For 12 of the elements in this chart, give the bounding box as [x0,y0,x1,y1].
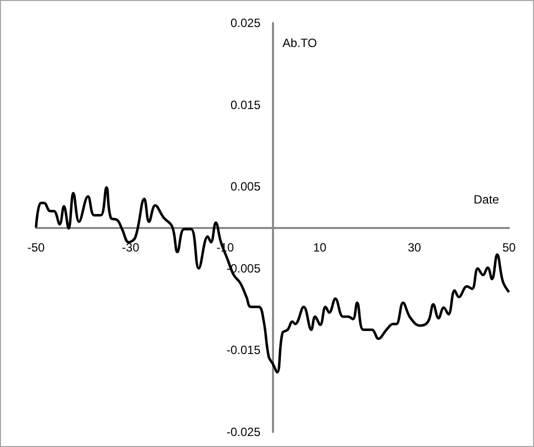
y-tick-label: 0.025 [230,16,261,30]
y-axis-title: Ab.TO [282,36,317,50]
y-tick-label: -0.025 [226,425,261,439]
y-tick-label: 0.015 [230,98,261,112]
x-tick-label: -30 [122,240,140,254]
x-tick-label: 10 [313,240,327,254]
x-tick-label: -50 [27,240,45,254]
x-axis-title: Date [474,192,500,206]
x-tick-label: 30 [408,240,422,254]
y-tick-label: 0.005 [230,180,261,194]
x-tick-label: 50 [502,240,516,254]
y-tick-label: -0.015 [226,343,261,358]
